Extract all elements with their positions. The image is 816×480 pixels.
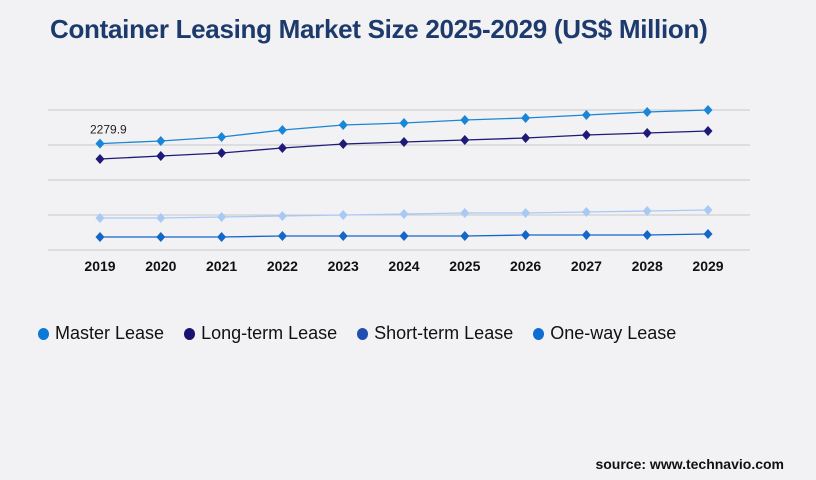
data-point <box>703 205 713 216</box>
data-point <box>338 231 348 241</box>
data-point <box>399 137 409 148</box>
data-point <box>703 126 713 136</box>
data-point <box>642 230 652 241</box>
data-point <box>217 212 227 223</box>
x-tick-label: 2019 <box>84 258 115 274</box>
legend-label: Short-term Lease <box>374 323 514 343</box>
data-point <box>338 210 348 220</box>
x-tick-label: 2028 <box>632 258 663 274</box>
data-point <box>217 231 227 242</box>
x-tick-label: 2021 <box>206 258 237 274</box>
x-tick-label: 2025 <box>449 258 480 274</box>
data-point <box>581 130 591 141</box>
data-point <box>277 210 287 221</box>
data-point <box>156 212 166 223</box>
data-point <box>338 139 348 150</box>
legend-marker-icon <box>184 327 196 340</box>
data-point <box>95 212 105 223</box>
x-tick-label: 2022 <box>267 258 298 274</box>
data-point <box>703 228 713 239</box>
data-point <box>521 207 531 218</box>
data-point <box>460 135 470 146</box>
data-point <box>399 118 409 129</box>
data-point <box>95 154 105 164</box>
data-point <box>156 231 166 242</box>
data-point <box>642 107 652 118</box>
data-point <box>581 207 591 218</box>
data-point <box>460 207 470 218</box>
data-point <box>338 119 348 130</box>
legend-item: Short-term Lease <box>357 323 513 344</box>
data-point <box>399 209 409 220</box>
data-point <box>277 125 287 136</box>
data-point <box>95 138 105 149</box>
legend-label: One-way Lease <box>550 323 677 343</box>
legend-item: One-way Lease <box>533 323 676 344</box>
legend: Master Lease Long-term Lease Short-term Le… <box>38 323 676 344</box>
data-point <box>277 142 287 153</box>
data-point <box>581 230 591 241</box>
x-tick-label: 2027 <box>571 258 602 274</box>
x-tick-label: 2029 <box>692 258 723 274</box>
source-note: source: www.technavio.com <box>595 456 784 472</box>
data-point <box>521 112 531 123</box>
data-point <box>277 231 287 241</box>
legend-item: Master Lease <box>38 323 164 344</box>
x-tick-label: 2023 <box>328 258 359 274</box>
data-point <box>581 109 591 120</box>
x-tick-label: 2026 <box>510 258 541 274</box>
data-point <box>642 205 652 216</box>
x-tick-label: 2020 <box>145 258 176 274</box>
data-point <box>399 231 409 241</box>
data-label: 2279.9 <box>90 123 127 137</box>
legend-marker-icon <box>38 327 49 340</box>
legend-marker-icon <box>357 327 369 340</box>
data-point <box>521 230 531 241</box>
data-point <box>156 135 166 146</box>
data-point <box>156 151 166 162</box>
data-point <box>217 132 227 143</box>
data-point <box>217 147 227 158</box>
data-point <box>642 128 652 139</box>
x-tick-label: 2024 <box>388 258 419 274</box>
legend-marker-icon <box>533 327 545 340</box>
legend-label: Master Lease <box>55 323 165 343</box>
line-chart: 2019 2020 2021 2022 2023 2024 2025 2026 2027 2028… <box>48 105 750 274</box>
data-point <box>460 114 470 125</box>
data-point <box>460 231 470 241</box>
legend-item: Long-term Lease <box>184 323 337 344</box>
legend-label: Long-term Lease <box>201 323 338 343</box>
data-point <box>521 133 531 143</box>
data-point <box>95 231 105 242</box>
data-point <box>703 105 713 115</box>
chart-title: Container Leasing Market Size 2025-2029 … <box>50 14 708 44</box>
